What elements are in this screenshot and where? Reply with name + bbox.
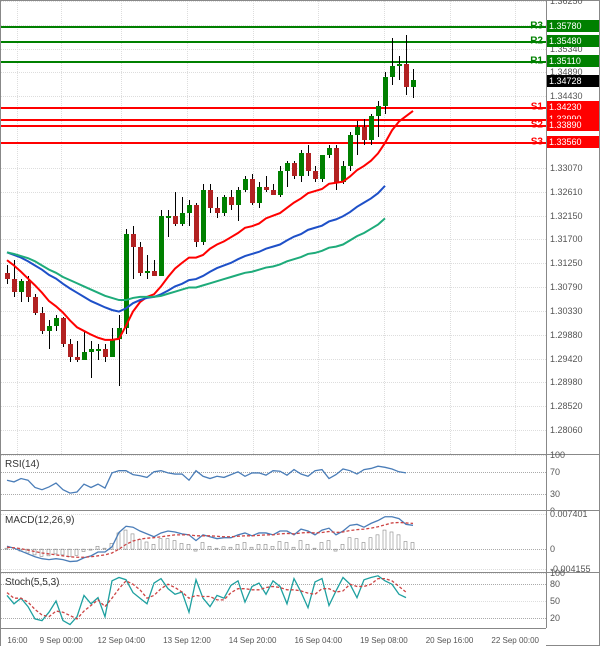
rsi-title: RSI(14) [5,459,39,470]
macd-yaxis: -0.00415500.007401 [546,511,599,572]
level-label-s1: S1 [531,101,543,112]
level-label-r1: R1 [530,55,543,66]
xaxis-label: 19 Sep 08:00 [360,636,408,645]
level-tag: 1.33890 [547,119,599,131]
last-price-tag: 1.34728 [547,75,599,87]
xaxis-label: 20 Sep 16:00 [426,636,474,645]
xaxis-label: 12 Sep 04:00 [98,636,146,645]
macd-panel[interactable]: MACD(12,26,9) -0.00415500.007401 [1,510,599,572]
price-yaxis: 1.280601.285201.289801.294201.298801.303… [546,1,599,454]
xaxis-label: 22 Sep 00:00 [491,636,539,645]
xaxis-label: 13 Sep 12:00 [163,636,211,645]
level-label-r2: R2 [530,36,543,47]
rsi-yaxis: 03070100 [546,455,599,510]
level-tag: 1.35110 [547,55,599,67]
level-label-r3: R3 [530,20,543,31]
macd-plot[interactable] [1,511,546,572]
stoch-plot[interactable] [1,573,546,628]
stoch-yaxis: 205080100 [546,573,599,628]
price-panel[interactable]: 1.280601.285201.289801.294201.298801.303… [1,1,599,454]
level-label-s2: S2 [531,119,543,130]
xaxis-label: 14 Sep 20:00 [229,636,277,645]
stoch-title: Stoch(5,5,3) [5,577,59,588]
xaxis-label: 16:00 [7,636,27,645]
level-tag: 1.35780 [547,20,599,32]
level-label-s3: S3 [531,136,543,147]
stoch-panel[interactable]: Stoch(5,5,3) 205080100 [1,572,599,628]
chart-container: 1.280601.285201.289801.294201.298801.303… [0,0,600,646]
price-plot[interactable] [1,1,546,454]
level-tag: 1.35480 [547,35,599,47]
level-tag: 1.33560 [547,136,599,148]
rsi-plot[interactable] [1,455,546,510]
xaxis-label: 16 Sep 04:00 [294,636,342,645]
macd-title: MACD(12,26,9) [5,515,74,526]
level-tag: 1.34230 [547,101,599,113]
rsi-panel[interactable]: RSI(14) 03070100 [1,454,599,510]
time-xaxis: 16:00 9 Sep 00:00 12 Sep 04:00 13 Sep 12:00… [1,628,546,647]
xaxis-label: 9 Sep 00:00 [40,636,83,645]
